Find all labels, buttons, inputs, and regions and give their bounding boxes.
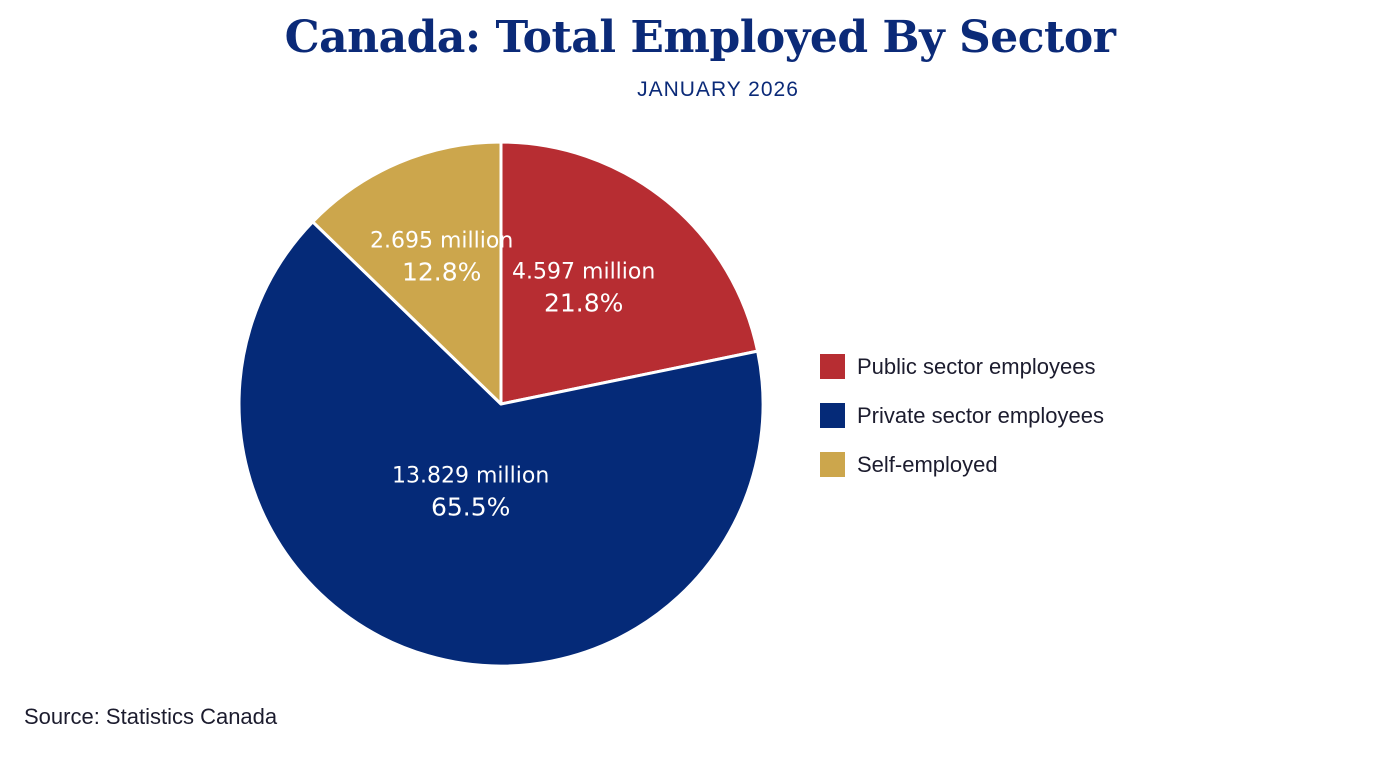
slice-percent-label-private: 65.5% <box>431 493 510 522</box>
pie-slice-self-employed <box>311 140 503 406</box>
source-note: Source: Statistics Canada <box>24 704 278 729</box>
legend-item-public: Public sector employees <box>820 342 1104 391</box>
legend-label-private: Private sector employees <box>857 402 1104 428</box>
slice-value-label-private: 13.829 million <box>392 464 549 489</box>
chart-title: Canada: Total Employed By Sector <box>284 12 1116 63</box>
legend-swatch-private <box>820 403 845 428</box>
slice-percent-label-self-employed: 12.8% <box>402 257 481 286</box>
legend: Public sector employees Private sector e… <box>820 342 1104 489</box>
legend-swatch-self-employed <box>820 452 845 477</box>
chart-subtitle: JANUARY 2026 <box>637 78 799 101</box>
pie-slice-private <box>237 220 765 668</box>
legend-label-public: Public sector employees <box>857 353 1096 379</box>
legend-item-private: Private sector employees <box>820 391 1104 440</box>
legend-label-self-employed: Self-employed <box>857 451 998 477</box>
slice-value-label-public: 4.597 million <box>512 259 655 284</box>
legend-swatch-public <box>820 354 845 379</box>
pie-slice-public <box>499 140 760 406</box>
legend-item-self-employed: Self-employed <box>820 440 1104 489</box>
slice-value-label-self-employed: 2.695 million <box>370 228 513 253</box>
slice-percent-label-public: 21.8% <box>544 288 623 317</box>
